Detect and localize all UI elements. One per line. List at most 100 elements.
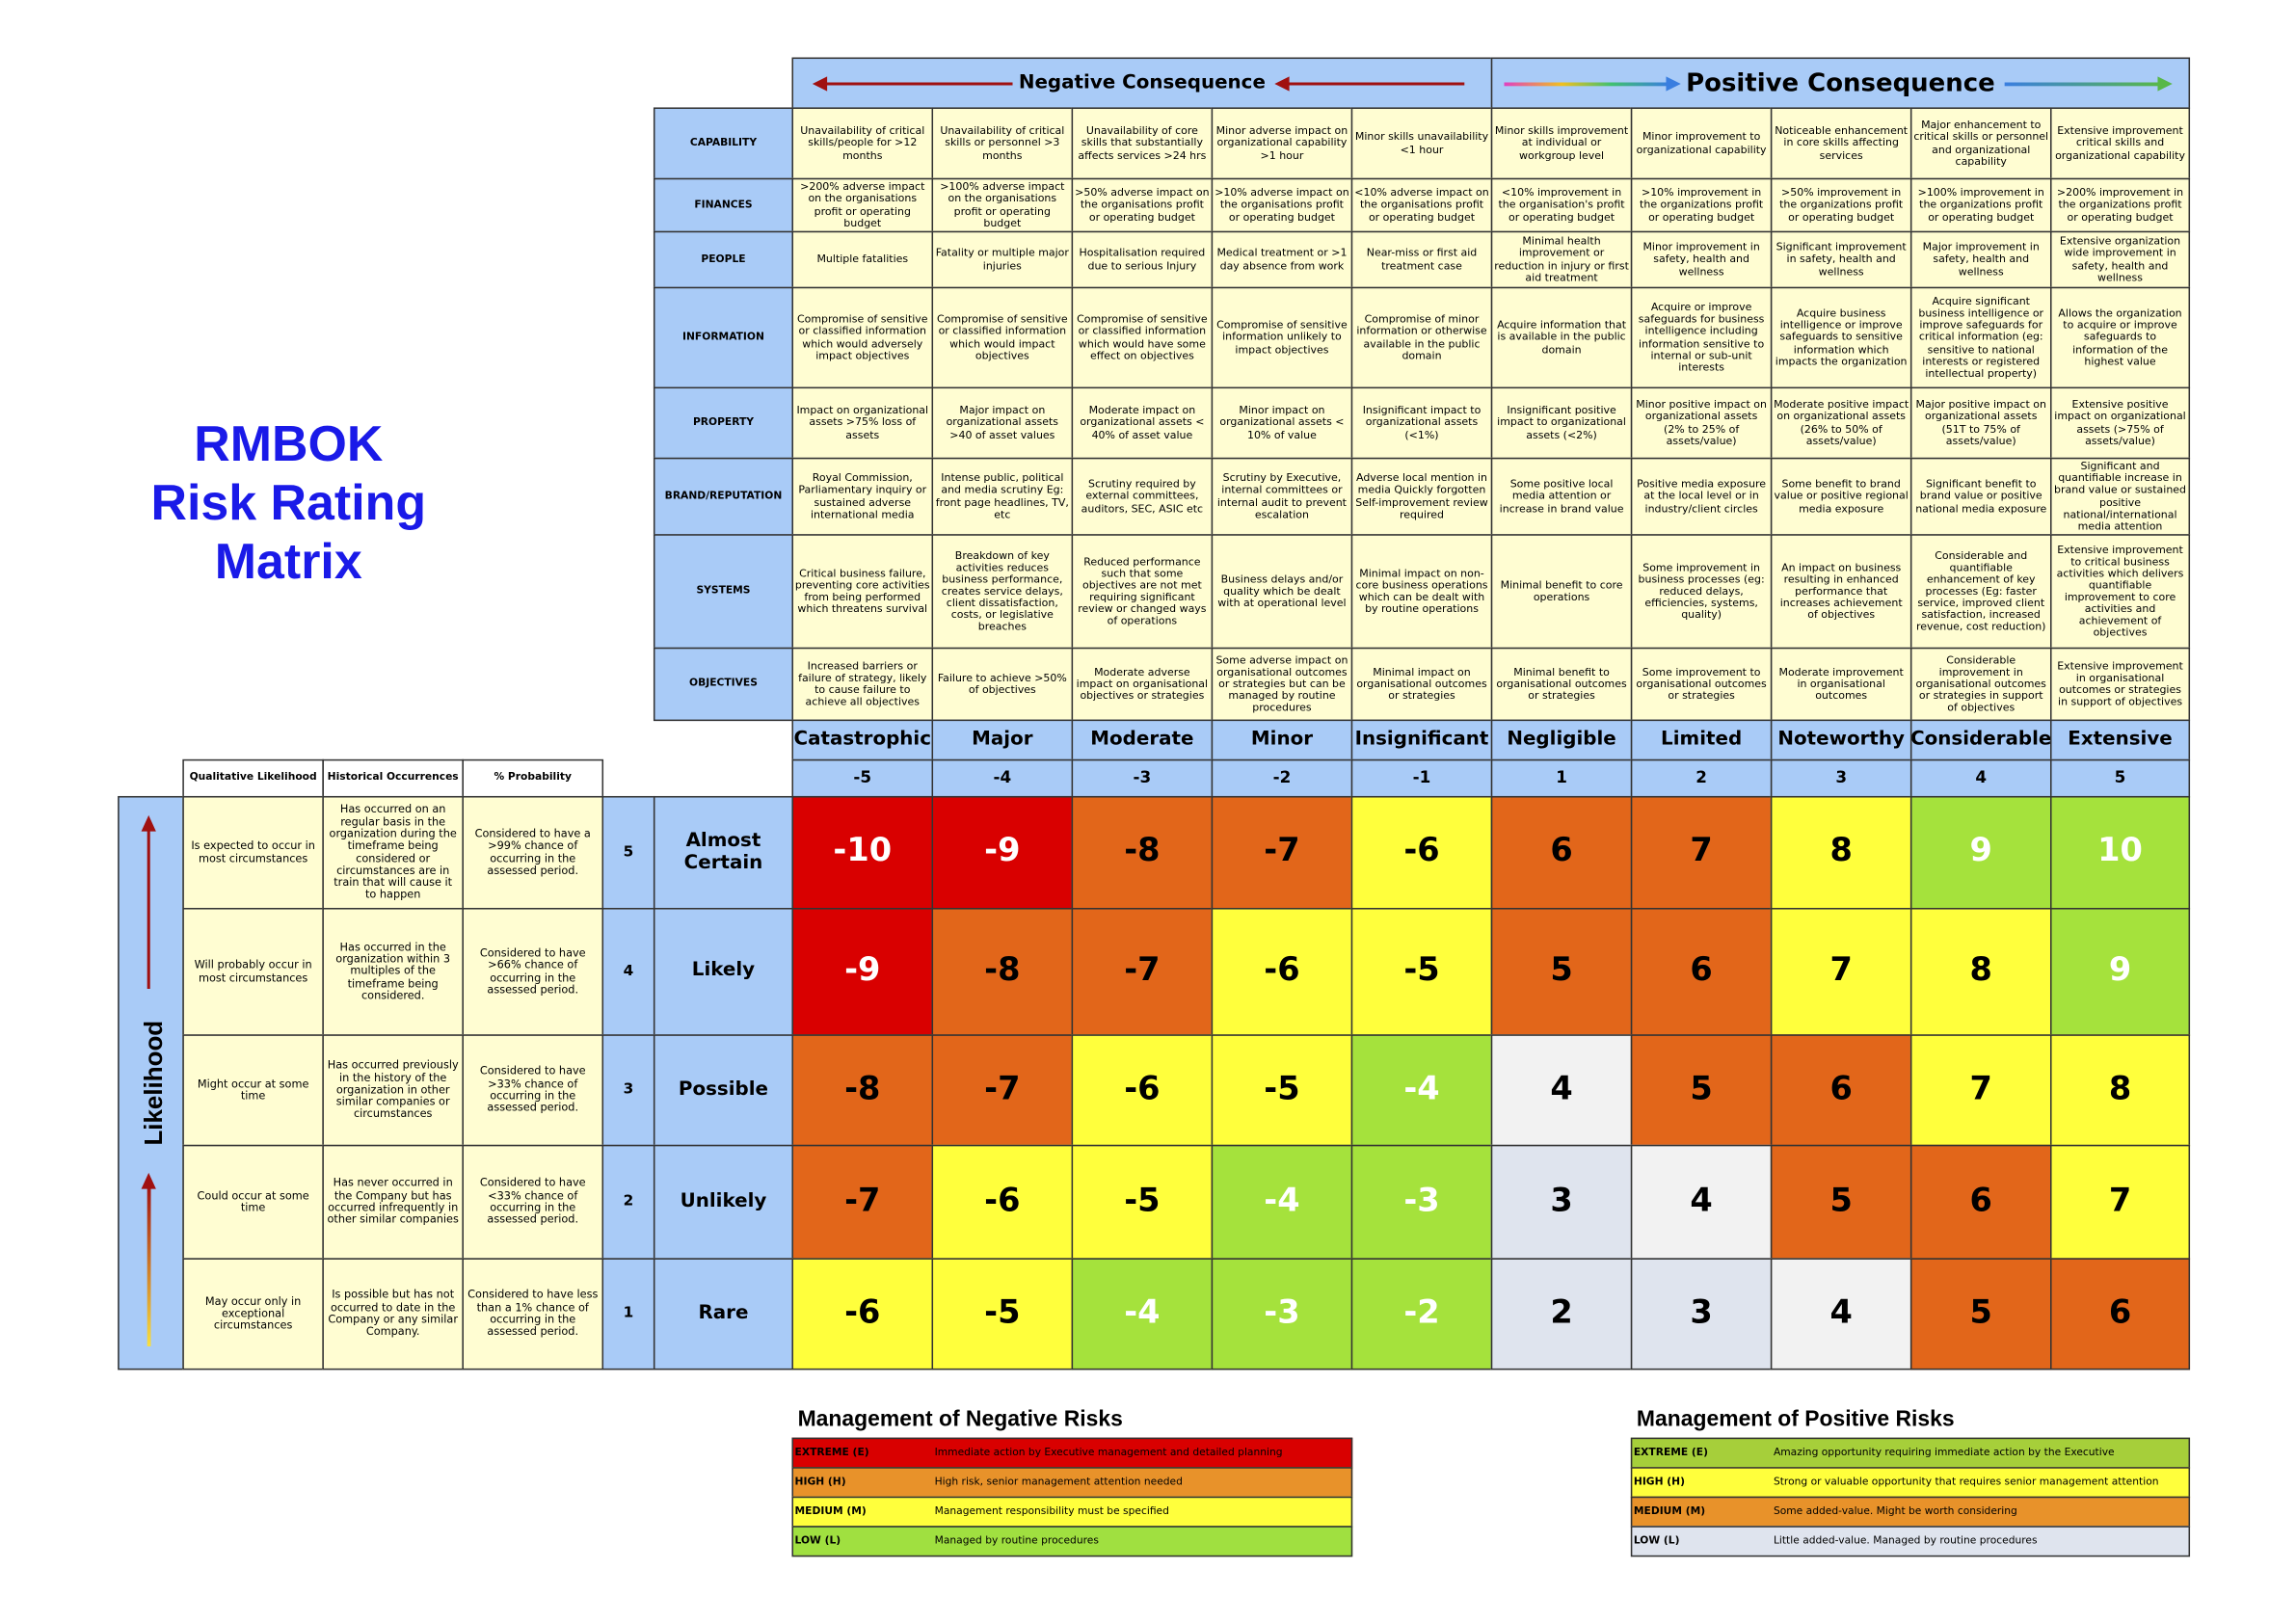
- impact-description: <10% improvement in the organisation's p…: [1490, 177, 1633, 233]
- impact-description: Minor positive impact on organizational …: [1630, 386, 1773, 460]
- impact-description: Some positive local media attention or i…: [1490, 457, 1633, 536]
- risk-rating: 8: [1770, 795, 1912, 910]
- impact-description: Intense public, political and media scru…: [931, 457, 1074, 536]
- impact-description: Insignificant impact to organizational a…: [1350, 386, 1493, 460]
- positive-header-text: Positive Consequence: [1686, 67, 1995, 98]
- risk-rating: -9: [931, 795, 1074, 910]
- risk-rating: -7: [791, 1144, 934, 1260]
- likelihood-probability: Considered to have >66% chance of occurr…: [462, 908, 604, 1036]
- risk-rating: -5: [931, 1258, 1074, 1370]
- impact-description: Acquire information that is available in…: [1490, 286, 1633, 389]
- legend-row: [791, 1437, 1353, 1469]
- risk-rating: -7: [1211, 795, 1353, 910]
- legend-level: LOW (L): [1633, 1533, 1680, 1546]
- consequence-name: Moderate: [1071, 719, 1214, 761]
- impact-description: Moderate positive impact on organization…: [1770, 386, 1912, 460]
- risk-rating: -2: [1350, 1258, 1493, 1370]
- legend-level: HIGH (H): [1633, 1475, 1685, 1487]
- legend-row: [1630, 1437, 2191, 1469]
- legend-action: Little added-value. Managed by routine p…: [1773, 1533, 2038, 1546]
- likelihood-qualitative: May occur only in exceptional circumstan…: [182, 1258, 324, 1370]
- legend-level: LOW (L): [794, 1533, 841, 1546]
- impact-description: Considerable and quantifiable enhancemen…: [1909, 534, 2052, 650]
- risk-rating: 5: [1630, 1034, 1773, 1147]
- consequence-score: 4: [1909, 758, 2052, 798]
- risk-rating: 8: [1909, 908, 2052, 1036]
- impact-description: >10% improvement in the organizations pr…: [1630, 177, 1773, 233]
- impact-description: Extensive positive impact on organizatio…: [2049, 386, 2191, 460]
- risk-rating: -8: [791, 1034, 934, 1147]
- impact-description: Significant benefit to brand value or po…: [1909, 457, 2052, 536]
- risk-rating: 4: [1490, 1034, 1633, 1147]
- likelihood-historical: Has occurred previously in the history o…: [322, 1034, 464, 1147]
- consequence-name: Noteworthy: [1770, 719, 1912, 761]
- likelihood-level: 3: [601, 1034, 655, 1147]
- risk-rating: 4: [1630, 1144, 1773, 1260]
- impact-description: Some improvement to organisational outco…: [1630, 647, 1773, 722]
- impact-description: >200% adverse impact on the organisation…: [791, 177, 934, 233]
- risk-rating: -3: [1350, 1144, 1493, 1260]
- risk-rating: -6: [931, 1144, 1074, 1260]
- impact-description: Compromise of sensitive or classified in…: [791, 286, 934, 389]
- impact-description: Extensive improvement critical skills an…: [2049, 107, 2191, 180]
- impact-description: Minor improvement to organizational capa…: [1630, 107, 1773, 180]
- likelihood-probability: Considered to have a >99% chance of occu…: [462, 795, 604, 910]
- risk-rating: -5: [1071, 1144, 1214, 1260]
- impact-description: Impact on organizational assets >75% los…: [791, 386, 934, 460]
- likelihood-historical: Has occurred in the organization within …: [322, 908, 464, 1036]
- legend-action: Management responsibility must be specif…: [934, 1504, 1169, 1517]
- impact-description: Near-miss or first aid treatment case: [1350, 230, 1493, 289]
- impact-description: Moderate adverse impact on organisationa…: [1071, 647, 1214, 722]
- risk-rating: 6: [1909, 1144, 2052, 1260]
- impact-description: Unavailability of critical skills/people…: [791, 107, 934, 180]
- legend-action: Strong or valuable opportunity that requ…: [1773, 1475, 2159, 1487]
- impact-description: Business delays and/or quality which be …: [1211, 534, 1353, 650]
- risk-rating: -5: [1211, 1034, 1353, 1147]
- impact-description: Medical treatment or >1 day absence from…: [1211, 230, 1353, 289]
- impact-description: Increased barriers or failure of strateg…: [791, 647, 934, 722]
- legend-row: [1630, 1467, 2191, 1499]
- risk-rating: 7: [1909, 1034, 2052, 1147]
- impact-description: Minor impact on organizational assets < …: [1211, 386, 1353, 460]
- legend-action: Immediate action by Executive management…: [934, 1446, 1283, 1458]
- impact-description: Positive media exposure at the local lev…: [1630, 457, 1773, 536]
- legend-action: Managed by routine procedures: [934, 1533, 1099, 1546]
- impact-description: Minor skills improvement at individual o…: [1490, 107, 1633, 180]
- risk-rating: 9: [1909, 795, 2052, 910]
- likelihood-name: Rare: [653, 1258, 794, 1370]
- risk-rating: 5: [1490, 908, 1633, 1036]
- likelihood-qualitative: Might occur at some time: [182, 1034, 324, 1147]
- risk-rating: 9: [2049, 908, 2191, 1036]
- consequence-name: Considerable: [1909, 719, 2052, 761]
- impact-description: Major improvement in safety, health and …: [1909, 230, 2052, 289]
- risk-rating: -6: [1211, 908, 1353, 1036]
- legend-title: Management of Positive Risks: [1636, 1406, 1955, 1432]
- risk-rating: 4: [1770, 1258, 1912, 1370]
- likelihood-probability: Considered to have <33% chance of occurr…: [462, 1144, 604, 1260]
- impact-description: Major enhancement to critical skills or …: [1909, 107, 2052, 180]
- risk-rating: -4: [1071, 1258, 1214, 1370]
- risk-rating: 3: [1490, 1144, 1633, 1260]
- consequence-name: Negligible: [1490, 719, 1633, 761]
- impact-description: Fatality or multiple major injuries: [931, 230, 1074, 289]
- risk-rating: -6: [791, 1258, 934, 1370]
- legend-action: Amazing opportunity requiring immediate …: [1773, 1446, 2115, 1458]
- impact-category: INFORMATION: [653, 286, 794, 389]
- likelihood-historical: Is possible but has not occurred to date…: [322, 1258, 464, 1370]
- impact-description: Minimal impact on organisational outcome…: [1350, 647, 1493, 722]
- negative-header-text: Negative Consequence: [1018, 71, 1266, 94]
- legend-level: EXTREME (E): [794, 1446, 869, 1458]
- impact-description: Minor skills unavailability <1 hour: [1350, 107, 1493, 180]
- likelihood-qualitative: Will probably occur in most circumstance…: [182, 908, 324, 1036]
- impact-description: Minimal benefit to core operations: [1490, 534, 1633, 650]
- consequence-score: -2: [1211, 758, 1353, 798]
- likelihood-level: 1: [601, 1258, 655, 1370]
- risk-rating: 7: [1770, 908, 1912, 1036]
- impact-description: Multiple fatalities: [791, 230, 934, 289]
- risk-rating: -7: [931, 1034, 1074, 1147]
- impact-description: Minimal impact on non-core business oper…: [1350, 534, 1493, 650]
- legend-title: Management of Negative Risks: [797, 1406, 1123, 1432]
- legend-row: [1630, 1526, 2191, 1557]
- impact-description: Minimal benefit to organisational outcom…: [1490, 647, 1633, 722]
- risk-rating: -6: [1071, 1034, 1214, 1147]
